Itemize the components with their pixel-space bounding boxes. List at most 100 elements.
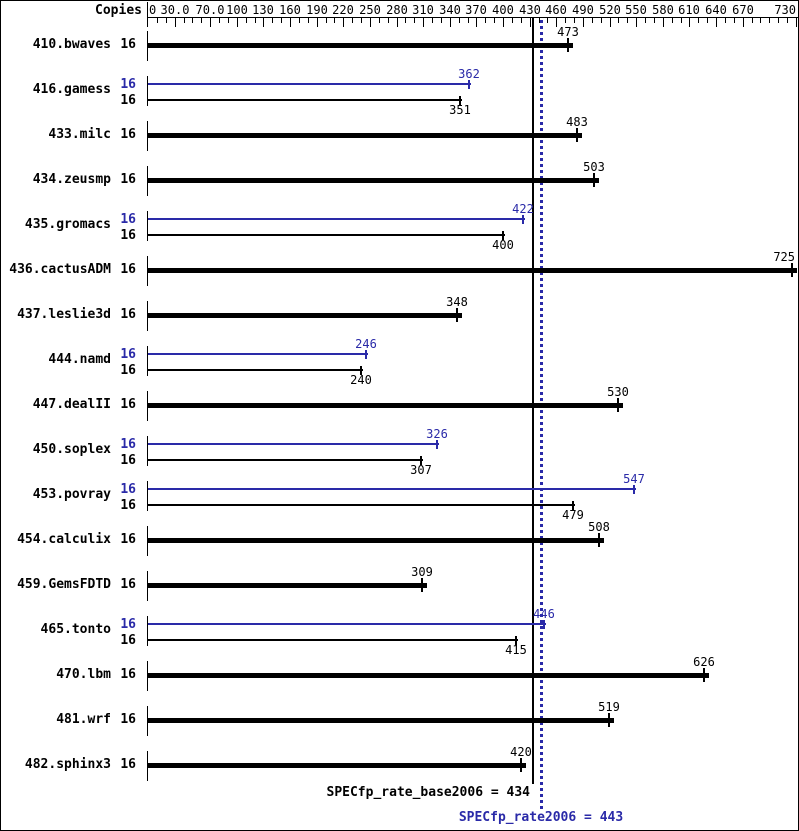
x-axis-tick — [725, 17, 726, 23]
x-axis-label: 190 — [306, 3, 328, 17]
x-axis-label: 280 — [386, 3, 408, 17]
benchmark-label: 465.tonto — [40, 622, 111, 637]
base-value-label: 400 — [492, 238, 514, 252]
benchmark-label: 436.cactusADM — [9, 262, 111, 277]
copies-value: 16 — [120, 712, 136, 727]
x-axis-tick — [397, 17, 398, 27]
peak-bar — [148, 488, 636, 490]
x-axis-label: 250 — [359, 3, 381, 17]
bar-start-line — [147, 661, 148, 691]
copies-value: 16 — [120, 667, 136, 682]
x-axis-tick — [210, 17, 211, 27]
x-axis-tick — [326, 17, 327, 23]
x-axis-tick — [521, 17, 522, 23]
base-end-tick — [598, 533, 600, 547]
x-axis-tick — [601, 17, 602, 23]
peak-value-label: 362 — [458, 67, 480, 81]
peak-end-tick — [365, 350, 367, 359]
x-axis-tick — [672, 17, 673, 23]
x-axis-tick — [343, 17, 344, 27]
x-axis-tick — [281, 17, 282, 23]
x-axis-tick — [645, 17, 646, 23]
base-value-label: 473 — [557, 25, 579, 39]
x-axis-label: 670 — [732, 3, 754, 17]
x-axis-label: 610 — [678, 3, 700, 17]
bar-start-line — [147, 31, 148, 61]
x-axis-label: 130 — [252, 3, 274, 17]
base-bar — [148, 639, 518, 641]
copies-value: 16 — [120, 757, 136, 772]
x-axis-tick — [547, 17, 548, 23]
copies-value: 16 — [120, 633, 136, 648]
base-bar — [148, 673, 709, 678]
x-axis-tick — [734, 17, 735, 23]
base-end-tick — [421, 578, 423, 592]
benchmark-label: 481.wrf — [56, 712, 111, 727]
base-end-tick — [593, 173, 595, 187]
x-axis-tick — [468, 17, 469, 23]
x-axis-tick — [228, 17, 229, 23]
benchmark-label: 447.dealII — [32, 397, 111, 412]
peak-value-label: 246 — [355, 337, 377, 351]
bar-start-line — [147, 256, 148, 286]
x-axis-label: 640 — [705, 3, 727, 17]
x-axis-tick — [432, 17, 433, 23]
base-end-tick — [576, 128, 578, 142]
base-mean-line — [532, 18, 534, 784]
x-axis-tick — [175, 17, 176, 27]
x-axis-line — [147, 17, 798, 18]
benchmark-label: 459.GemsFDTD — [17, 577, 111, 592]
base-bar — [148, 459, 423, 461]
copies-value: 16 — [120, 93, 136, 108]
x-axis-label: 310 — [412, 3, 434, 17]
x-axis-tick — [583, 17, 584, 27]
x-axis-tick — [689, 17, 690, 27]
peak-bar — [148, 353, 368, 355]
base-bar — [148, 369, 363, 371]
x-axis-tick — [565, 17, 566, 23]
peak-value-label: 326 — [426, 427, 448, 441]
x-axis-tick — [476, 17, 477, 27]
peak-value-label: 547 — [623, 472, 645, 486]
bar-start-line — [147, 436, 148, 466]
x-axis-tick — [334, 17, 335, 23]
base-value-label: 530 — [607, 385, 629, 399]
benchmark-label: 482.sphinx3 — [24, 757, 111, 772]
x-axis-tick — [192, 17, 193, 23]
x-axis-tick — [157, 17, 158, 23]
base-end-tick — [459, 96, 461, 105]
x-axis-tick — [459, 17, 460, 23]
bar-start-line — [147, 571, 148, 601]
copies-value: 16 — [120, 363, 136, 378]
peak-end-tick — [436, 440, 438, 449]
bar-start-line — [147, 391, 148, 421]
bar-start-line — [147, 121, 148, 151]
benchmark-label: 434.zeusmp — [32, 172, 111, 187]
x-axis-label: 100 — [226, 3, 248, 17]
base-bar — [148, 133, 582, 138]
x-axis-label: 30.0 — [160, 3, 190, 17]
x-axis-tick — [663, 17, 664, 27]
copies-value: 16 — [120, 77, 136, 92]
copies-value: 16 — [120, 37, 136, 52]
base-bar — [148, 538, 604, 543]
x-axis-tick — [778, 17, 779, 23]
x-axis-label: 220 — [332, 3, 354, 17]
base-end-tick — [791, 263, 793, 277]
x-axis-label: 550 — [625, 3, 647, 17]
peak-end-tick — [522, 215, 524, 224]
x-axis-tick — [787, 17, 788, 23]
x-axis-tick — [450, 17, 451, 27]
copies-value: 16 — [120, 397, 136, 412]
base-end-tick — [567, 38, 569, 52]
x-axis-tick — [379, 17, 380, 23]
base-end-tick — [572, 501, 574, 510]
peak-mean-line — [540, 20, 543, 809]
x-axis-tick — [592, 17, 593, 23]
copies-value: 16 — [120, 498, 136, 513]
x-axis-tick — [610, 17, 611, 27]
x-axis-tick — [539, 17, 540, 23]
base-value-label: 240 — [350, 373, 372, 387]
x-axis-tick — [681, 17, 682, 23]
bar-start-line — [147, 346, 148, 376]
